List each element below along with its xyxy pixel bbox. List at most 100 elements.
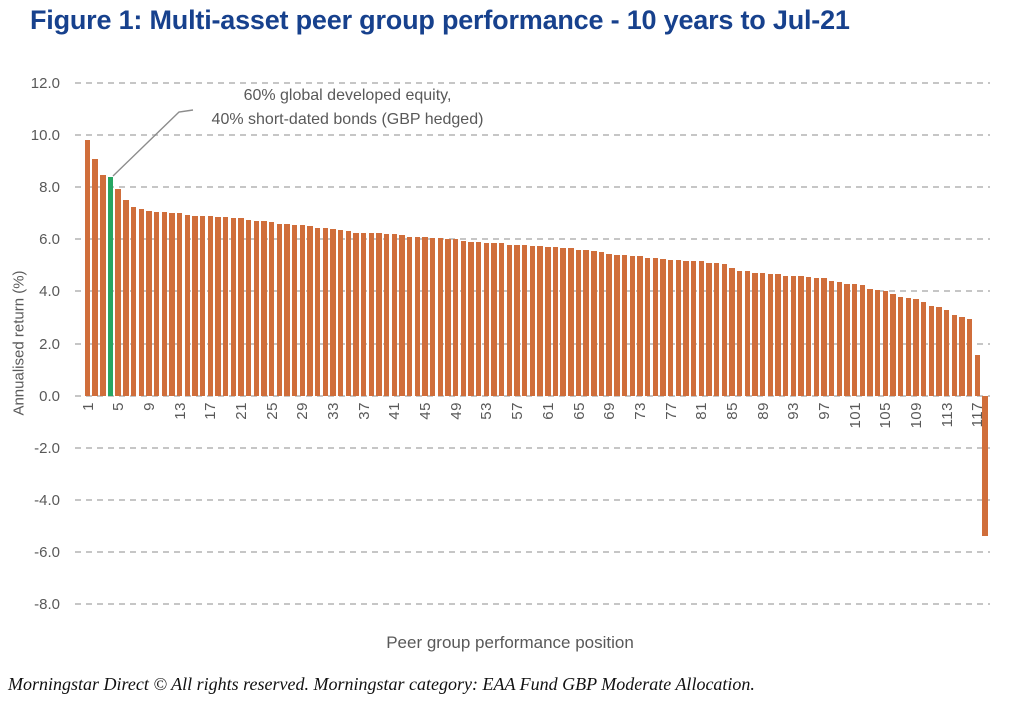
gridline-8.0 <box>75 186 990 189</box>
peer-bar-98 <box>828 280 835 396</box>
peer-bar-112 <box>936 307 942 396</box>
x-tick-label-21: 21 <box>232 401 250 420</box>
peer-bar-45 <box>422 236 428 396</box>
highlighted-benchmark-bar <box>107 176 114 396</box>
x-tick-label-17: 17 <box>202 401 220 420</box>
peer-bar-91 <box>775 274 781 396</box>
peer-bar-71 <box>621 254 628 396</box>
x-tick-label-53: 53 <box>478 401 496 420</box>
peer-bar-22 <box>245 219 252 396</box>
gridline--2.0 <box>75 446 990 449</box>
source-note: Morningstar Direct © All rights reserved… <box>8 674 755 694</box>
x-tick-label-81: 81 <box>693 401 711 420</box>
peer-bar-88 <box>752 273 758 396</box>
gridline-0.0 <box>75 394 990 397</box>
gridline--8.0 <box>75 603 990 605</box>
benchmark-annotation: 60% global developed equity, 40% short-d… <box>180 84 515 132</box>
x-tick-label-109: 109 <box>908 401 926 429</box>
peer-bar-114 <box>951 314 958 396</box>
peer-bar-1 <box>84 140 91 396</box>
peer-bar-102 <box>859 284 866 396</box>
peer-bar-76 <box>660 258 666 396</box>
peer-bar-11 <box>161 211 167 396</box>
peer-bar-47 <box>437 237 444 396</box>
peer-bar-2 <box>92 158 98 396</box>
peer-bar-79 <box>683 261 689 396</box>
peer-bar-51 <box>468 241 474 396</box>
peer-bar-111 <box>928 305 935 396</box>
peer-bar-78 <box>675 260 681 396</box>
peer-bar-85 <box>729 267 735 396</box>
x-tick-label-117: 117 <box>969 401 987 428</box>
peer-bar-21 <box>238 218 244 396</box>
y-tick-label: -6.0 <box>34 543 60 561</box>
peer-bar-72 <box>629 256 635 396</box>
x-tick-label-9: 9 <box>140 401 158 411</box>
peer-bar-117 <box>974 355 981 396</box>
peer-bar-75 <box>652 257 658 396</box>
peer-bar-81 <box>698 261 704 396</box>
peer-bar-109 <box>913 299 919 396</box>
gridline-6.0 <box>75 238 990 241</box>
peer-bar-8 <box>138 209 144 396</box>
peer-bar-62 <box>552 247 559 396</box>
peer-bar-74 <box>644 257 651 396</box>
y-tick-label: 2.0 <box>39 335 60 353</box>
x-tick-label-73: 73 <box>631 401 649 420</box>
y-tick-label: 0.0 <box>39 387 60 405</box>
peer-bar-9 <box>146 210 152 396</box>
peer-bar-19 <box>222 217 229 396</box>
x-tick-label-49: 49 <box>447 401 465 420</box>
peer-bar-23 <box>253 221 259 396</box>
x-tick-label-1: 1 <box>79 401 97 411</box>
x-tick-label-85: 85 <box>723 401 741 420</box>
y-tick-label: 8.0 <box>39 179 60 197</box>
peer-bar-90 <box>767 274 773 396</box>
peer-bar-40 <box>384 234 390 396</box>
y-tick-label: -4.0 <box>34 491 60 509</box>
x-tick-label-29: 29 <box>294 401 312 420</box>
x-tick-label-61: 61 <box>539 401 557 420</box>
peer-bar-29 <box>299 224 305 396</box>
peer-bar-25 <box>268 222 275 396</box>
x-tick-label-93: 93 <box>785 401 803 420</box>
peer-bar-24 <box>261 221 267 396</box>
y-tick-label: -8.0 <box>34 596 60 613</box>
peer-bar-113 <box>944 309 950 396</box>
peer-bar-32 <box>322 227 329 396</box>
peer-bar-54 <box>491 243 497 396</box>
peer-bar-100 <box>844 283 850 396</box>
y-tick-label: 4.0 <box>39 283 60 301</box>
x-tick-label-105: 105 <box>877 401 895 429</box>
peer-bar-49 <box>453 239 459 396</box>
x-tick-label-97: 97 <box>816 401 833 420</box>
peer-bar-58 <box>522 244 528 396</box>
peer-bar-77 <box>667 260 674 396</box>
peer-bar-68 <box>598 252 605 396</box>
peer-bar-50 <box>460 240 467 396</box>
peer-bar-105 <box>882 291 889 396</box>
x-tick-label-45: 45 <box>417 401 435 420</box>
peer-bar-63 <box>560 248 566 396</box>
x-tick-label-101: 101 <box>846 401 864 429</box>
x-tick-label-89: 89 <box>754 401 772 420</box>
x-tick-label-25: 25 <box>263 401 281 420</box>
peer-bar-115 <box>959 317 965 396</box>
peer-bar-64 <box>568 248 574 396</box>
peer-bar-18 <box>215 217 221 396</box>
x-tick-label-33: 33 <box>325 401 342 420</box>
peer-bar-43 <box>407 236 413 396</box>
peer-bar-30 <box>307 226 313 396</box>
peer-bar-56 <box>506 244 513 396</box>
x-tick-label-113: 113 <box>938 401 956 428</box>
peer-bar-37 <box>360 232 367 396</box>
peer-bar-39 <box>376 232 382 396</box>
peer-bar-20 <box>230 218 236 396</box>
peer-bar-82 <box>706 262 712 396</box>
x-tick-label-37: 37 <box>355 401 373 420</box>
peer-bar-84 <box>721 264 727 396</box>
peer-bar-73 <box>637 256 643 396</box>
peer-bar-57 <box>514 244 520 396</box>
peer-bar-89 <box>759 273 766 396</box>
peer-bar-83 <box>713 262 720 396</box>
